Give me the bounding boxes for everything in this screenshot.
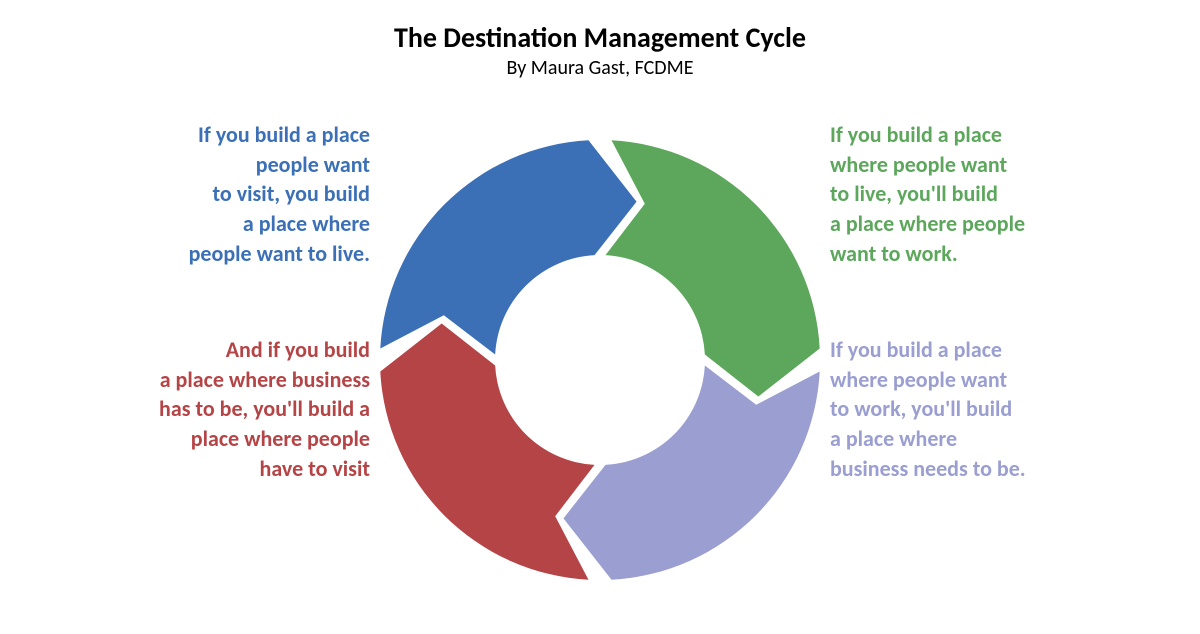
seg-work-business [563, 365, 819, 579]
page-subtitle: By Maura Gast, FCDME [0, 56, 1200, 80]
seg-visit-live [380, 140, 636, 354]
page-title: The Destination Management Cycle [0, 20, 1200, 55]
seg-live-work [605, 140, 819, 396]
cycle-diagram: If you build a place people want to visi… [0, 100, 1200, 620]
seg-business-visit [380, 323, 594, 579]
segment-text-work-business: If you build a place where people want t… [830, 335, 1120, 483]
segment-text-business-visit: And if you build a place where business … [80, 335, 370, 483]
segment-text-visit-live: If you build a place people want to visi… [80, 120, 370, 268]
cycle-ring-svg [350, 110, 850, 610]
segment-text-live-work: If you build a place where people want t… [830, 120, 1120, 268]
